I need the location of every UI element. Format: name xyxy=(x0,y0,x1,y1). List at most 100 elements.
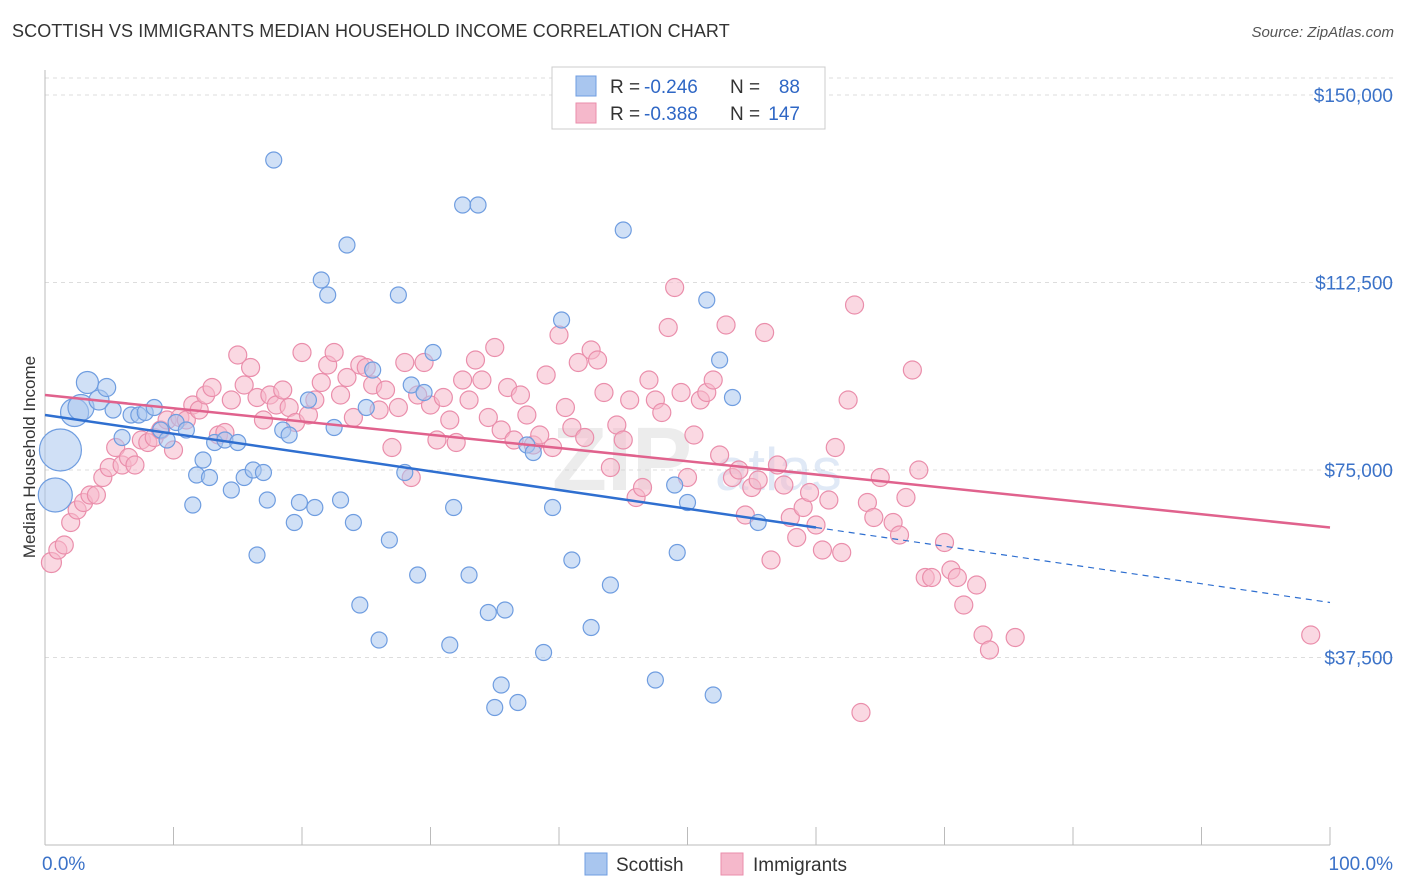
data-point xyxy=(241,357,261,378)
x-tick-label-end: 100.0% xyxy=(1329,854,1394,875)
data-point xyxy=(799,482,820,503)
data-point xyxy=(486,698,504,717)
data-point xyxy=(253,410,274,430)
data-point xyxy=(113,428,131,447)
data-point xyxy=(594,382,614,403)
data-point xyxy=(370,631,388,649)
data-point xyxy=(254,463,273,482)
data-point xyxy=(221,390,241,410)
scottish-points xyxy=(37,151,767,717)
data-point xyxy=(299,391,318,409)
legend-box: R = -0.246 N = 88 R = -0.388 N = 147 xyxy=(551,66,826,130)
data-point xyxy=(979,640,1000,660)
data-point xyxy=(536,365,556,385)
data-point xyxy=(601,576,620,594)
data-point xyxy=(844,295,865,315)
y-axis-label: Median Household Income xyxy=(20,356,39,558)
legend-n-value-scottish: 88 xyxy=(779,77,800,98)
legend-n-label-immigrants: N = xyxy=(730,104,760,125)
data-point xyxy=(671,382,691,403)
data-point xyxy=(517,405,537,425)
data-point xyxy=(510,385,531,405)
data-point xyxy=(222,481,240,499)
data-point xyxy=(552,311,571,329)
data-point xyxy=(613,430,633,450)
data-point xyxy=(382,437,402,458)
data-point xyxy=(306,498,324,517)
trendlines xyxy=(44,393,1331,604)
data-point xyxy=(632,477,653,498)
data-point xyxy=(234,375,254,395)
data-point xyxy=(812,540,833,560)
data-point xyxy=(38,428,83,472)
data-point xyxy=(472,370,492,390)
data-point xyxy=(496,601,514,619)
data-point xyxy=(543,498,562,517)
data-point xyxy=(704,686,722,704)
data-point xyxy=(184,496,202,514)
data-point xyxy=(711,351,729,369)
data-point xyxy=(402,376,420,394)
data-point xyxy=(889,525,910,545)
bottom-legend-swatch-scottish xyxy=(584,852,608,876)
data-point xyxy=(575,427,595,448)
data-point xyxy=(75,370,100,395)
y-tick-label: $37,500 xyxy=(1324,649,1393,670)
data-point xyxy=(194,451,212,469)
data-point xyxy=(1301,625,1321,645)
data-point xyxy=(285,513,303,532)
y-tick-label: $150,000 xyxy=(1314,86,1393,107)
data-point xyxy=(947,567,967,588)
data-point xyxy=(86,485,107,505)
chart-title: SCOTTISH VS IMMIGRANTS MEDIAN HOUSEHOLD … xyxy=(12,21,730,41)
data-point xyxy=(870,467,890,488)
data-point xyxy=(716,315,736,335)
data-point xyxy=(357,398,375,417)
data-point xyxy=(555,397,576,418)
data-point xyxy=(761,550,781,570)
data-point xyxy=(478,407,498,428)
x-tick-label-start: 0.0% xyxy=(42,854,85,875)
chart-source: Source: ZipAtlas.com xyxy=(1251,24,1394,41)
bottom-legend-swatch-immigrants xyxy=(720,852,744,876)
data-point xyxy=(684,425,704,445)
data-point xyxy=(666,476,684,494)
data-point xyxy=(934,532,955,553)
data-point xyxy=(922,567,942,588)
data-point xyxy=(380,531,398,549)
data-point xyxy=(459,390,479,410)
data-point xyxy=(703,370,723,390)
legend-swatch-scottish xyxy=(575,75,597,97)
immigrants-points xyxy=(40,277,1321,723)
data-point xyxy=(582,618,600,637)
data-point xyxy=(658,317,678,338)
data-point xyxy=(311,372,331,393)
data-point xyxy=(338,236,356,254)
data-point xyxy=(331,491,350,509)
data-point xyxy=(424,343,442,362)
data-point xyxy=(445,498,463,517)
data-point xyxy=(248,546,266,564)
data-point xyxy=(460,566,478,584)
data-point xyxy=(668,543,686,562)
data-point xyxy=(491,420,511,440)
data-point xyxy=(562,417,582,438)
data-point xyxy=(754,322,775,343)
data-point xyxy=(896,487,916,508)
data-point xyxy=(469,196,487,214)
data-point xyxy=(125,455,145,475)
data-point xyxy=(485,337,505,358)
data-point xyxy=(534,643,553,662)
data-point xyxy=(409,566,427,584)
data-point xyxy=(273,380,293,400)
data-point xyxy=(646,671,664,689)
data-point xyxy=(440,410,460,430)
bottom-legend-label-immigrants: Immigrants xyxy=(753,855,847,876)
data-point xyxy=(453,370,473,390)
bottom-legend-label-scottish: Scottish xyxy=(616,855,684,876)
data-point xyxy=(909,460,929,480)
data-point xyxy=(330,385,351,405)
data-point xyxy=(415,383,433,402)
data-point xyxy=(324,342,344,363)
data-point xyxy=(864,507,884,528)
